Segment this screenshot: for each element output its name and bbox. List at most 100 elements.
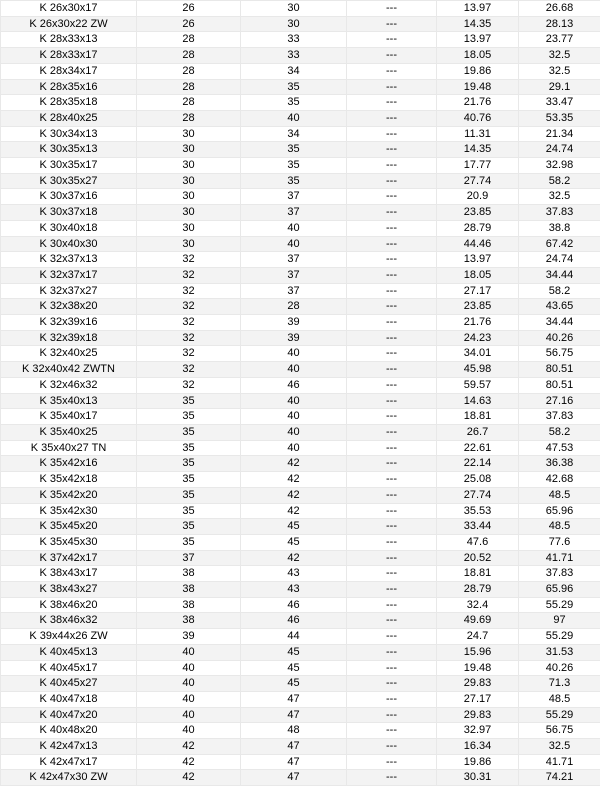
cell: 48 xyxy=(241,723,347,739)
cell: 35 xyxy=(241,142,347,158)
cell: K 32x40x42 ZWTN xyxy=(1,362,137,378)
cell: 53.35 xyxy=(519,110,600,126)
cell: 19.86 xyxy=(437,63,519,79)
cell: 40 xyxy=(241,236,347,252)
cell: 35 xyxy=(137,393,241,409)
cell: K 32x38x20 xyxy=(1,299,137,315)
cell: 35.53 xyxy=(437,503,519,519)
cell: K 30x37x16 xyxy=(1,189,137,205)
cell: K 40x45x13 xyxy=(1,644,137,660)
cell: K 30x35x17 xyxy=(1,158,137,174)
table-row: K 32x38x203228---23.8543.65 xyxy=(1,299,600,315)
cell: 30 xyxy=(137,126,241,142)
cell: --- xyxy=(347,1,437,17)
cell: 27.74 xyxy=(437,487,519,503)
cell: 28 xyxy=(137,79,241,95)
table-row: K 32x37x173237---18.0534.44 xyxy=(1,267,600,283)
cell: --- xyxy=(347,267,437,283)
table-row: K 32x39x163239---21.7634.44 xyxy=(1,315,600,331)
cell: --- xyxy=(347,534,437,550)
cell: 45 xyxy=(241,644,347,660)
cell: K 28x35x18 xyxy=(1,95,137,111)
cell: --- xyxy=(347,613,437,629)
table-row: K 40x45x134045---15.9631.53 xyxy=(1,644,600,660)
cell: 42 xyxy=(241,487,347,503)
cell: K 40x45x27 xyxy=(1,676,137,692)
cell: K 28x33x17 xyxy=(1,48,137,64)
cell: --- xyxy=(347,691,437,707)
cell: 30 xyxy=(241,1,347,17)
table-row: K 28x33x132833---13.9723.77 xyxy=(1,32,600,48)
cell: 19.48 xyxy=(437,660,519,676)
table-row: K 35x42x163542---22.1436.38 xyxy=(1,456,600,472)
cell: 11.31 xyxy=(437,126,519,142)
table-row: K 42x47x134247---16.3432.5 xyxy=(1,739,600,755)
cell: 23.85 xyxy=(437,299,519,315)
cell: 35 xyxy=(137,409,241,425)
table-row: K 28x34x172834---19.8632.5 xyxy=(1,63,600,79)
cell: 47 xyxy=(241,754,347,770)
cell: 35 xyxy=(137,503,241,519)
table-row: K 35x40x27 TN3540---22.6147.53 xyxy=(1,440,600,456)
table-row: K 35x45x303545---47.677.6 xyxy=(1,534,600,550)
cell: 32 xyxy=(137,346,241,362)
cell: 27.17 xyxy=(437,283,519,299)
cell: 26 xyxy=(137,16,241,32)
cell: 37 xyxy=(241,283,347,299)
cell: 38 xyxy=(137,597,241,613)
cell: 30 xyxy=(137,189,241,205)
cell: 37 xyxy=(241,189,347,205)
cell: 40 xyxy=(241,362,347,378)
cell: 65.96 xyxy=(519,503,600,519)
cell: 58.2 xyxy=(519,173,600,189)
cell: 33 xyxy=(241,32,347,48)
cell: K 28x35x16 xyxy=(1,79,137,95)
cell: --- xyxy=(347,299,437,315)
cell: 58.2 xyxy=(519,283,600,299)
cell: 44.46 xyxy=(437,236,519,252)
cell: --- xyxy=(347,110,437,126)
cell: 13.97 xyxy=(437,252,519,268)
table-row: K 37x42x173742---20.5241.71 xyxy=(1,550,600,566)
cell: 27.16 xyxy=(519,393,600,409)
cell: 40 xyxy=(241,424,347,440)
cell: 35 xyxy=(241,79,347,95)
cell: 32 xyxy=(137,267,241,283)
cell: 40 xyxy=(137,707,241,723)
table-row: K 38x46x203846---32.455.29 xyxy=(1,597,600,613)
cell: 40 xyxy=(137,691,241,707)
cell: 77.6 xyxy=(519,534,600,550)
cell: 30.31 xyxy=(437,770,519,786)
cell: --- xyxy=(347,676,437,692)
cell: 40 xyxy=(241,220,347,236)
cell: K 38x43x27 xyxy=(1,582,137,598)
cell: K 42x47x30 ZW xyxy=(1,770,137,786)
cell: 29.83 xyxy=(437,676,519,692)
cell: 46 xyxy=(241,613,347,629)
cell: K 26x30x22 ZW xyxy=(1,16,137,32)
cell: 48.5 xyxy=(519,519,600,535)
cell: 40 xyxy=(241,409,347,425)
cell: --- xyxy=(347,79,437,95)
cell: K 38x46x32 xyxy=(1,613,137,629)
cell: 67.42 xyxy=(519,236,600,252)
cell: 56.75 xyxy=(519,723,600,739)
table-row: K 30x37x163037---20.932.5 xyxy=(1,189,600,205)
cell: --- xyxy=(347,660,437,676)
cell: 30 xyxy=(137,158,241,174)
cell: 43 xyxy=(241,566,347,582)
cell: K 32x39x16 xyxy=(1,315,137,331)
cell: --- xyxy=(347,629,437,645)
cell: 42 xyxy=(241,472,347,488)
cell: 22.61 xyxy=(437,440,519,456)
cell: 43 xyxy=(241,582,347,598)
cell: 32.5 xyxy=(519,739,600,755)
cell: K 35x40x17 xyxy=(1,409,137,425)
table-row: K 40x47x184047---27.1748.5 xyxy=(1,691,600,707)
table-row: K 32x37x273237---27.1758.2 xyxy=(1,283,600,299)
cell: 28.79 xyxy=(437,582,519,598)
table-row: K 35x42x303542---35.5365.96 xyxy=(1,503,600,519)
cell: 80.51 xyxy=(519,377,600,393)
cell: 35 xyxy=(137,424,241,440)
cell: --- xyxy=(347,173,437,189)
